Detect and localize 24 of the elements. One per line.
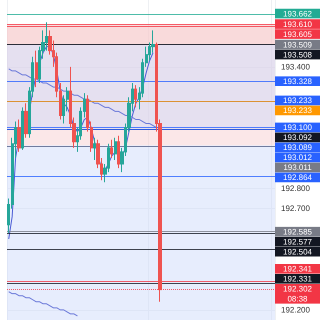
y-tick-label: 192.800 bbox=[281, 184, 310, 193]
ref-line-label: 193.605 bbox=[283, 30, 313, 39]
ref-line-label: 193.662 bbox=[283, 9, 313, 18]
ref-line-label: 193.011 bbox=[283, 163, 312, 172]
ref-line-label: 193.100 bbox=[283, 123, 313, 132]
ref-line-label: 193.092 bbox=[283, 133, 313, 142]
ref-line-label: 193.508 bbox=[283, 50, 313, 60]
ref-line-label: 193.610 bbox=[283, 20, 313, 29]
ref-line-label: 193.328 bbox=[283, 76, 313, 86]
ref-line-label: 192.341 bbox=[283, 264, 313, 274]
ref-line-label: 192.504 bbox=[283, 247, 313, 256]
ref-line-label: 193.233 bbox=[283, 96, 313, 106]
ref-line-label: 193.089 bbox=[283, 143, 313, 152]
ref-line-label: 193.233 bbox=[283, 106, 313, 116]
ref-line-label: 192.331 bbox=[283, 274, 313, 284]
ref-line-label: 192.864 bbox=[283, 173, 313, 182]
ref-line-label: 192.585 bbox=[283, 227, 313, 236]
ref-line-label: 192.577 bbox=[283, 237, 313, 246]
ref-line-label: 192.302 08:38 bbox=[283, 284, 313, 304]
y-tick-label: 192.200 bbox=[281, 305, 310, 314]
y-tick-label: 192.700 bbox=[281, 204, 310, 214]
ref-line-label: 193.012 bbox=[283, 153, 313, 162]
y-tick-label: 193.400 bbox=[281, 62, 310, 72]
ref-line-label: 193.509 bbox=[283, 40, 313, 50]
